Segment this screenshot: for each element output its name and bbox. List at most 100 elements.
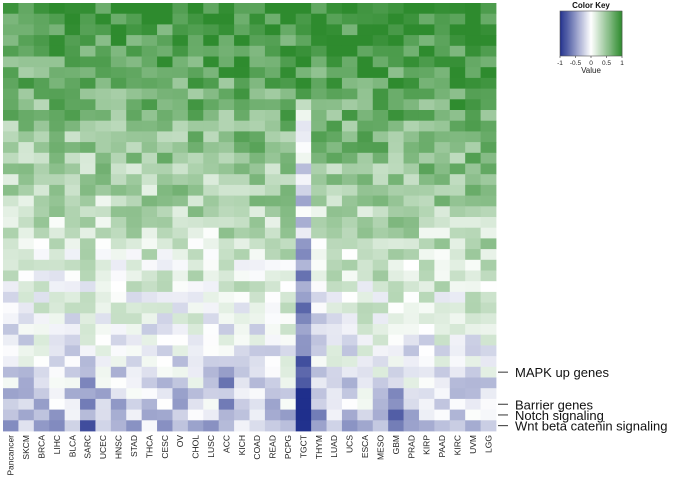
heatmap-cell bbox=[141, 345, 158, 357]
color-key-swatch bbox=[600, 11, 602, 56]
heatmap-cell bbox=[295, 238, 312, 250]
heatmap-cell bbox=[95, 56, 112, 68]
heatmap-cell bbox=[449, 313, 466, 325]
heatmap-cell bbox=[449, 131, 466, 143]
color-key-swatch bbox=[579, 11, 581, 56]
heatmap-cell bbox=[264, 420, 281, 432]
heatmap-cell bbox=[234, 324, 250, 336]
heatmap-cell bbox=[465, 356, 481, 368]
heatmap-cell bbox=[141, 195, 158, 207]
heatmap-cell bbox=[49, 345, 66, 357]
heatmap-cell bbox=[357, 388, 374, 400]
heatmap-cell bbox=[33, 345, 50, 357]
heatmap-cell bbox=[110, 152, 127, 164]
heatmap-cell bbox=[434, 345, 451, 357]
heatmap-cell bbox=[172, 377, 189, 389]
heatmap-cell bbox=[280, 88, 297, 100]
heatmap-cell bbox=[480, 142, 497, 154]
heatmap-cell bbox=[249, 195, 266, 207]
heatmap-cell bbox=[64, 227, 81, 239]
heatmap-cell bbox=[95, 270, 112, 282]
heatmap-cell bbox=[141, 281, 158, 293]
heatmap-cell bbox=[218, 206, 235, 218]
heatmap-cell bbox=[64, 35, 81, 47]
heatmap-cell bbox=[341, 56, 358, 68]
heatmap-cell bbox=[80, 259, 96, 271]
heatmap-cell bbox=[33, 195, 50, 207]
heatmap-cell bbox=[418, 195, 435, 207]
heatmap-cell bbox=[3, 270, 19, 282]
heatmap-cell bbox=[157, 259, 173, 271]
heatmap-cell bbox=[49, 227, 66, 239]
heatmap-cell bbox=[418, 291, 435, 303]
heatmap-cell bbox=[264, 174, 281, 186]
heatmap-cell bbox=[480, 88, 497, 100]
heatmap-cell bbox=[465, 131, 481, 143]
heatmap-cell bbox=[33, 388, 50, 400]
heatmap-cell bbox=[3, 174, 19, 186]
heatmap-cell bbox=[95, 120, 112, 132]
heatmap-cell bbox=[33, 377, 50, 389]
heatmap-cell bbox=[311, 281, 327, 293]
heatmap-cell bbox=[295, 313, 312, 325]
heatmap-cell bbox=[449, 195, 466, 207]
heatmap-cell bbox=[295, 184, 312, 196]
heatmap-cell bbox=[218, 13, 235, 25]
heatmap-cell bbox=[80, 163, 96, 175]
heatmap-cell bbox=[388, 88, 404, 100]
heatmap-cell bbox=[311, 345, 327, 357]
heatmap-cell bbox=[141, 388, 158, 400]
heatmap-cell bbox=[418, 238, 435, 250]
heatmap-cell bbox=[388, 77, 404, 89]
heatmap-cells bbox=[3, 3, 497, 432]
heatmap-cell bbox=[203, 388, 220, 400]
heatmap-cell bbox=[480, 13, 497, 25]
heatmap-cell bbox=[95, 377, 112, 389]
heatmap-cell bbox=[249, 238, 266, 250]
heatmap-cell bbox=[126, 206, 143, 218]
heatmap-cell bbox=[280, 120, 297, 132]
heatmap-cell bbox=[80, 366, 96, 378]
heatmap-cell bbox=[49, 259, 66, 271]
heatmap-cell bbox=[280, 345, 297, 357]
heatmap-cell bbox=[234, 77, 250, 89]
heatmap-cell bbox=[311, 324, 327, 336]
heatmap-cell bbox=[264, 195, 281, 207]
heatmap-cell bbox=[80, 206, 96, 218]
heatmap-cell bbox=[18, 270, 35, 282]
column-label: CESC bbox=[160, 435, 170, 459]
heatmap-cell bbox=[157, 131, 173, 143]
heatmap-cell bbox=[203, 356, 220, 368]
heatmap-cell bbox=[33, 409, 50, 421]
heatmap-cell bbox=[341, 110, 358, 122]
heatmap-cell bbox=[326, 217, 343, 229]
heatmap-cell bbox=[264, 67, 281, 79]
heatmap-cell bbox=[187, 206, 204, 218]
heatmap-cell bbox=[203, 291, 220, 303]
heatmap-cell bbox=[80, 110, 96, 122]
heatmap-cell bbox=[341, 398, 358, 410]
heatmap-cell bbox=[249, 345, 266, 357]
heatmap-cell bbox=[126, 77, 143, 89]
heatmap-cell bbox=[141, 206, 158, 218]
color-key-swatch bbox=[603, 11, 605, 56]
heatmap-cell bbox=[187, 120, 204, 132]
heatmap-cell bbox=[49, 67, 66, 79]
heatmap-cell bbox=[311, 120, 327, 132]
heatmap-cell bbox=[280, 24, 297, 36]
heatmap-cell bbox=[157, 163, 173, 175]
heatmap-cell bbox=[372, 77, 389, 89]
heatmap-cell bbox=[418, 281, 435, 293]
heatmap-cell bbox=[3, 142, 19, 154]
heatmap-cell bbox=[372, 259, 389, 271]
heatmap-cell bbox=[434, 227, 451, 239]
heatmap-cell bbox=[295, 99, 312, 111]
heatmap-cell bbox=[449, 356, 466, 368]
heatmap-cell bbox=[326, 259, 343, 271]
heatmap-cell bbox=[172, 195, 189, 207]
heatmap-cell bbox=[234, 67, 250, 79]
heatmap-cell bbox=[434, 291, 451, 303]
heatmap-cell bbox=[480, 324, 497, 336]
heatmap-cell bbox=[157, 13, 173, 25]
heatmap-cell bbox=[64, 281, 81, 293]
